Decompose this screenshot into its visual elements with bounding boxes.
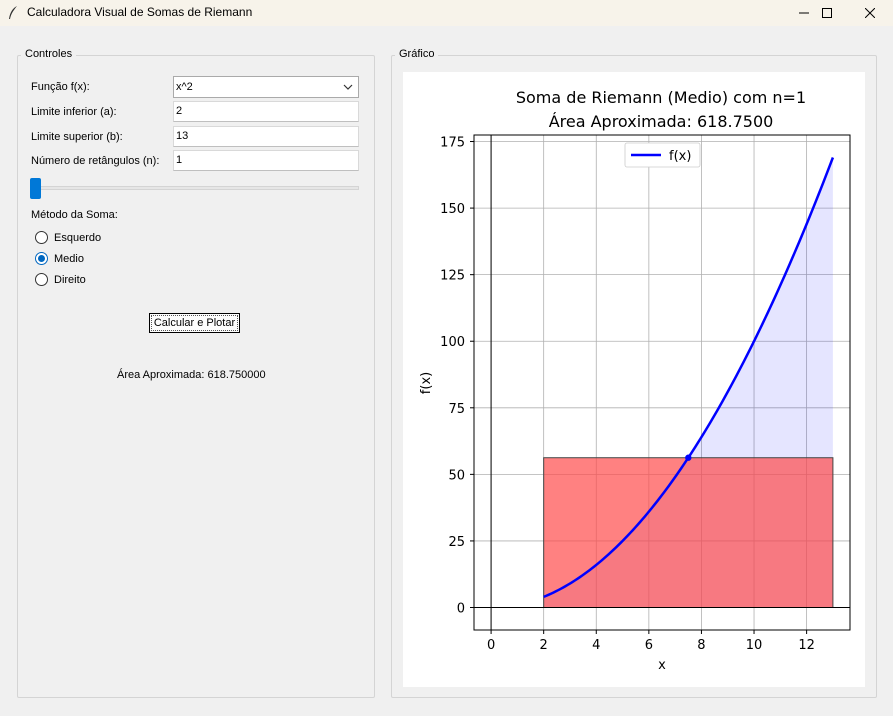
chart-title-line1: Soma de Riemann (Medio) com n=1 [516, 88, 806, 107]
x-tick-label: 0 [487, 638, 495, 653]
riemann-rectangle [543, 457, 834, 608]
function-select-value: x^2 [176, 81, 193, 93]
feather-icon [9, 6, 17, 19]
x-tick-label: 12 [798, 638, 815, 653]
slider-thumb[interactable] [30, 178, 41, 199]
y-tick-label: 125 [440, 269, 465, 284]
method-label-medio: Medio [54, 253, 84, 265]
window-title: Calculadora Visual de Somas de Riemann [27, 5, 253, 19]
maximize-icon [822, 8, 832, 18]
x-tick-label: 4 [592, 638, 600, 653]
upper-limit-label: Limite superior (b): [31, 131, 123, 143]
y-tick-label: 25 [448, 535, 465, 550]
radio-direito[interactable] [35, 273, 48, 286]
calculate-plot-button-label: Calcular e Plotar [153, 317, 236, 329]
y-tick-label: 75 [448, 402, 465, 417]
riemann-rectangles [543, 457, 834, 608]
graph-group [391, 55, 877, 698]
y-tick-label: 50 [448, 468, 465, 483]
title-bar: Calculadora Visual de Somas de Riemann [0, 0, 893, 26]
method-label-direito: Direito [54, 274, 86, 286]
calculate-plot-button[interactable]: Calcular e Plotar [149, 313, 240, 333]
x-axis-label: x [658, 658, 666, 673]
radio-esquerdo[interactable] [35, 231, 48, 244]
close-icon [865, 8, 875, 18]
y-tick-label: 100 [440, 335, 465, 350]
legend-label: f(x) [669, 149, 691, 164]
x-tick-label: 6 [645, 638, 653, 653]
minimize-button[interactable] [781, 0, 827, 26]
controls-group-label: Controles [21, 48, 77, 60]
graph-group-label: Gráfico [395, 48, 439, 60]
y-axis-label: f(x) [419, 372, 434, 394]
x-tick-label: 8 [697, 638, 705, 653]
lower-limit-input[interactable]: 2 [173, 101, 359, 122]
legend-box [624, 142, 701, 168]
function-select[interactable]: x^2 [173, 76, 359, 98]
controls-group [17, 55, 375, 698]
area-result-text: Área Aproximada: 618.750000 [117, 369, 266, 381]
upper-limit-input[interactable]: 13 [173, 126, 359, 147]
function-label: Função f(x): [31, 81, 90, 93]
radio-medio[interactable] [35, 252, 48, 265]
y-tick-label: 0 [457, 602, 465, 617]
legend: f(x) [624, 142, 701, 168]
num-rectangles-slider[interactable] [31, 186, 359, 190]
y-tick-label: 150 [440, 202, 465, 217]
sample-points [685, 454, 692, 461]
zero-line [474, 135, 850, 630]
axes: 0 2 4 6 8 10 12 0 25 50 75 100 125 150 175 [440, 134, 851, 653]
num-rectangles-label: Número de retângulos (n): [31, 155, 160, 167]
method-label: Método da Soma: [31, 209, 118, 221]
minimize-icon [799, 12, 809, 14]
sample-point [685, 454, 692, 461]
chevron-down-icon [343, 84, 353, 90]
maximize-button[interactable] [804, 0, 850, 26]
x-tick-label: 10 [746, 638, 763, 653]
method-label-esquerdo: Esquerdo [54, 232, 102, 244]
y-tick-label: 175 [440, 136, 465, 151]
chart-title-line2: Área Aproximada: 618.7500 [549, 112, 774, 131]
riemann-chart: Soma de Riemann (Medio) com n=1 Área Apr… [419, 88, 851, 673]
axes-frame [473, 134, 851, 631]
lower-limit-label: Limite inferior (a): [31, 106, 117, 118]
num-rectangles-input[interactable]: 1 [173, 150, 359, 171]
plot-canvas: Soma de Riemann (Medio) com n=1 Área Apr… [403, 72, 865, 687]
close-button[interactable] [847, 0, 893, 26]
x-tick-label: 2 [540, 638, 548, 653]
